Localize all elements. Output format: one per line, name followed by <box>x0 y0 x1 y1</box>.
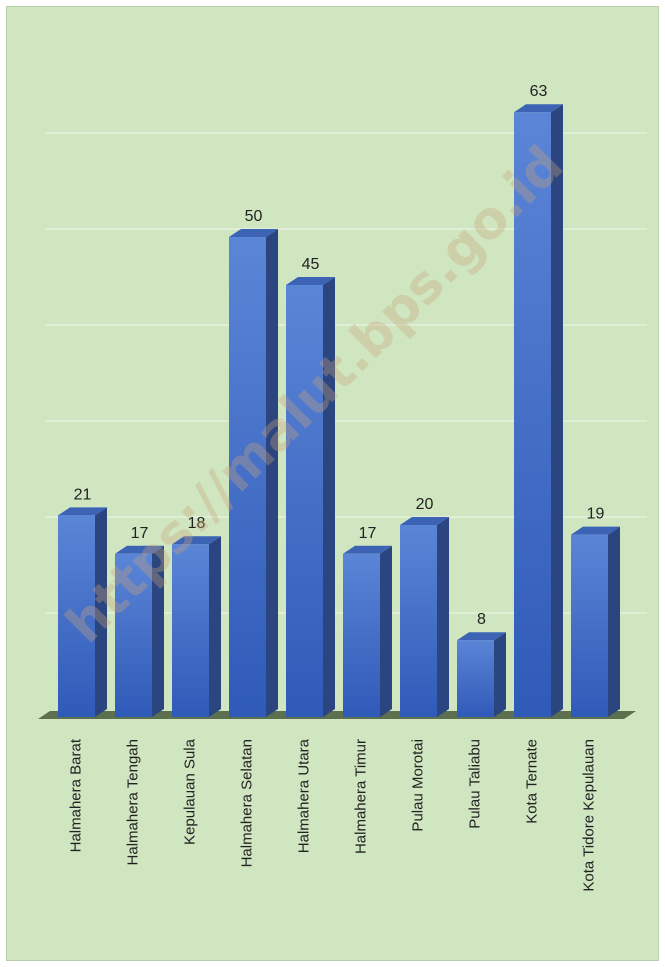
category-label: Pulau Taliabu <box>467 739 484 829</box>
bar-side <box>608 527 620 717</box>
category-label: Kepulauan Sula <box>182 738 199 845</box>
value-label: 20 <box>416 496 434 513</box>
category-label: Halmahera Selatan <box>239 739 256 867</box>
category-labels: Halmahera Barat Halmahera Tengah Kepulauan… <box>68 738 598 891</box>
category-label: Pulau Morotai <box>410 739 427 832</box>
category-label: Halmahera Utara <box>296 738 313 853</box>
value-label: 21 <box>74 486 92 503</box>
bar-front <box>457 640 494 717</box>
category-label: Kota Ternate <box>524 739 541 824</box>
value-label: 19 <box>587 506 605 523</box>
bar-side <box>380 546 392 717</box>
bar-front <box>571 535 608 717</box>
value-label: 45 <box>302 256 320 273</box>
bar-front <box>400 525 437 717</box>
chart-frame: 21 17 18 50 45 17 20 8 63 19 Halmahera Barat Halma… <box>6 6 659 961</box>
category-label: Halmahera Barat <box>68 738 85 852</box>
bar-side <box>209 536 221 717</box>
value-label: 17 <box>359 525 377 542</box>
category-label: Halmahera Tengah <box>125 739 142 865</box>
bar <box>457 632 506 717</box>
category-label: Halmahera Timur <box>353 739 370 854</box>
bar-front <box>343 554 380 717</box>
category-label: Kota Tidore Kepulauan <box>581 739 598 892</box>
bar <box>400 517 449 717</box>
value-label: 63 <box>530 83 548 100</box>
bar-side <box>494 632 506 717</box>
value-label: 50 <box>245 208 263 225</box>
bar-side <box>437 517 449 717</box>
bar <box>343 546 392 717</box>
bar <box>571 527 620 717</box>
value-label: 8 <box>477 611 486 628</box>
